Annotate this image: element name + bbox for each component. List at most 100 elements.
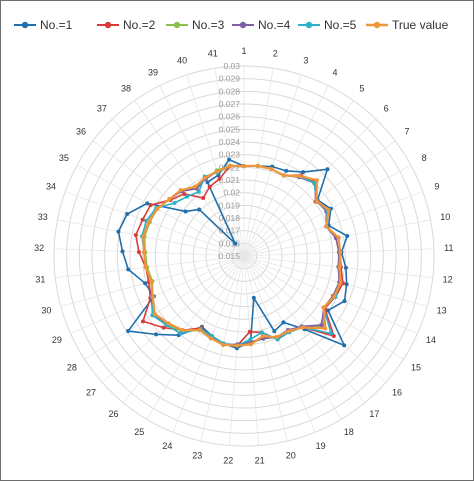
category-label-24: 24 <box>162 441 172 451</box>
spoke-18 <box>243 255 342 420</box>
series-6-point-23 <box>221 342 226 347</box>
series-6-point-28 <box>152 311 157 316</box>
series-6-point-39 <box>203 175 208 180</box>
series-6-point-30 <box>149 279 154 284</box>
series-1-point-14 <box>342 299 347 304</box>
series-6-point-2 <box>255 163 260 168</box>
series-1-point-41 <box>227 157 232 162</box>
spoke-7 <box>243 140 396 257</box>
series-2-point-34 <box>140 217 145 222</box>
series-5-point-26 <box>178 331 183 336</box>
series-2-point-38 <box>201 195 206 200</box>
series-2-point-27 <box>161 325 166 330</box>
tick-label-2: 0.016 <box>219 238 241 248</box>
tick-label-6: 0.02 <box>223 188 240 198</box>
category-label-7: 7 <box>405 127 410 137</box>
legend: No.=1 No.=2 No.=3 No.=4 No.=5 True value <box>14 18 449 32</box>
category-label-26: 26 <box>109 409 119 419</box>
series-1-point-38 <box>233 241 238 246</box>
legend-label-1: No.=1 <box>40 18 73 32</box>
series-1-point-27 <box>154 332 159 337</box>
category-label-34: 34 <box>46 182 56 192</box>
series-1-point-36 <box>183 209 188 214</box>
category-label-25: 25 <box>134 427 144 437</box>
series-1-point-5 <box>301 170 306 175</box>
tick-label-15: 0.029 <box>219 74 241 84</box>
series-5-point-38 <box>196 189 201 194</box>
tick-label-10: 0.024 <box>219 137 241 147</box>
series-2-point-40 <box>217 176 222 181</box>
spoke-13 <box>243 255 428 307</box>
series-6-point-32 <box>142 250 147 255</box>
series-6-point-13 <box>338 280 343 285</box>
legend-swatch-marker-2 <box>104 21 112 29</box>
series-6-point-9 <box>324 224 329 229</box>
series-2-point-37 <box>182 191 187 196</box>
series-5-point-37 <box>184 194 189 199</box>
legend-label-6: True value <box>392 18 449 32</box>
spoke-19 <box>243 255 316 433</box>
category-label-16: 16 <box>392 387 402 397</box>
category-label-5: 5 <box>359 83 364 93</box>
legend-label-4: No.=4 <box>258 18 291 32</box>
series-6-point-21 <box>248 342 253 347</box>
series-1-point-35 <box>145 201 150 206</box>
series-5-point-20 <box>259 330 264 335</box>
series-1-point-30 <box>143 281 148 286</box>
spoke-6 <box>243 118 377 257</box>
series-1-point-6 <box>325 167 330 172</box>
series-6-point-15 <box>321 305 326 310</box>
category-label-1: 1 <box>241 46 246 56</box>
spoke-40 <box>186 74 245 257</box>
category-label-13: 13 <box>437 305 447 315</box>
series-2-point-35 <box>148 203 153 208</box>
series-6-point-22 <box>235 343 240 348</box>
series-1-point-12 <box>343 265 348 270</box>
legend-item-6: True value <box>366 18 449 32</box>
category-label-32: 32 <box>34 243 44 253</box>
legend-swatch-marker-1 <box>21 21 29 29</box>
spoke-9 <box>243 191 423 257</box>
series-6-point-29 <box>150 294 155 299</box>
series-6-point-8 <box>326 208 331 213</box>
category-label-18: 18 <box>344 427 354 437</box>
category-label-20: 20 <box>286 451 296 461</box>
series-1-point-18 <box>281 320 286 325</box>
category-label-27: 27 <box>86 387 96 397</box>
series-2-point-28 <box>141 319 145 324</box>
legend-swatch-marker-4 <box>239 21 247 29</box>
category-label-41: 41 <box>208 48 218 58</box>
series-1-point-19 <box>272 329 277 334</box>
series-6-point-36 <box>167 197 172 202</box>
series-6-point-27 <box>166 321 171 326</box>
spoke-29 <box>70 255 245 335</box>
series-6-point-18 <box>286 329 291 334</box>
spoke-27 <box>101 255 245 383</box>
spoke-39 <box>159 85 245 257</box>
series-6-point-26 <box>180 328 185 333</box>
series-6-point-7 <box>314 198 319 203</box>
category-label-28: 28 <box>67 362 77 372</box>
category-label-39: 39 <box>148 67 158 77</box>
tick-label-14: 0.028 <box>219 86 241 96</box>
series-line-6 <box>142 164 342 347</box>
category-label-6: 6 <box>384 103 389 113</box>
category-label-23: 23 <box>192 451 202 461</box>
tick-label-11: 0.025 <box>219 124 241 134</box>
category-label-10: 10 <box>440 212 450 222</box>
legend-item-2: No.=2 <box>97 18 156 32</box>
category-label-15: 15 <box>411 362 421 372</box>
series-1-point-28 <box>126 329 131 334</box>
category-label-14: 14 <box>426 335 436 345</box>
spoke-31 <box>55 255 245 279</box>
series-1-point-39 <box>205 180 210 185</box>
series-6-point-40 <box>215 169 220 174</box>
category-label-33: 33 <box>38 212 48 222</box>
tick-label-12: 0.026 <box>219 112 241 122</box>
spoke-2 <box>243 68 274 257</box>
spoke-33 <box>57 219 245 257</box>
spoke-32 <box>54 248 245 257</box>
legend-swatch-marker-6 <box>373 21 381 29</box>
